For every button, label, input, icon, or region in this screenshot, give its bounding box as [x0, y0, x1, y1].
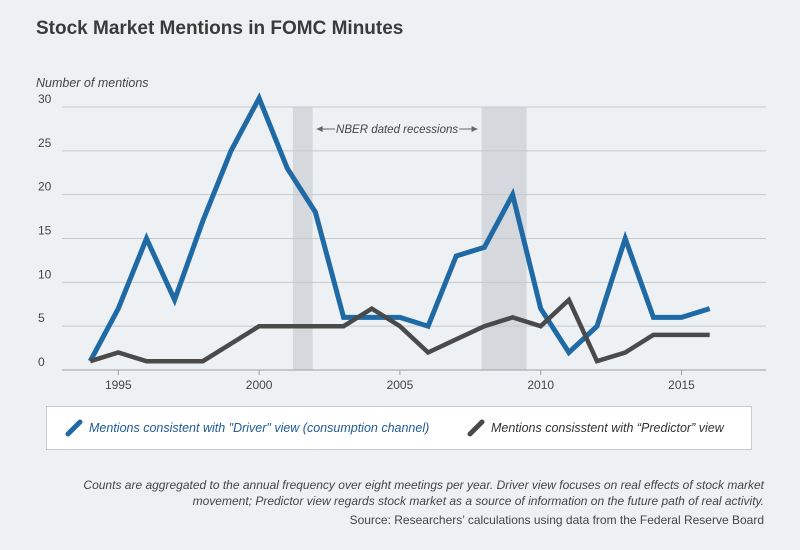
- legend: Mentions consistent with "Driver" view (…: [46, 406, 752, 450]
- legend-item-predictor: Mentions consisstent with “Predictor” vi…: [467, 407, 724, 449]
- annotation-arrowhead-right: [471, 126, 478, 132]
- x-tick-label: 2010: [527, 378, 554, 392]
- grid-lines: [62, 106, 766, 371]
- annotation-arrowhead-left: [316, 126, 323, 132]
- chart-notes: Counts are aggregated to the annual freq…: [83, 478, 764, 508]
- y-axis-label: Number of mentions: [36, 76, 149, 90]
- y-tick-label: 15: [38, 224, 52, 238]
- series-lines: [87, 92, 711, 364]
- legend-label-predictor: Mentions consisstent with “Predictor” vi…: [491, 421, 724, 435]
- legend-item-driver: Mentions consistent with "Driver" view (…: [65, 407, 429, 449]
- x-tick-label: 2005: [387, 378, 414, 392]
- legend-swatch-driver: [65, 419, 83, 437]
- y-tick-labels: 0 5 10 15 20 25 30: [38, 92, 52, 369]
- chart-plot: NBER dated recessions 0 5 10 15 20 25 30 1995 2…: [38, 92, 766, 392]
- y-tick-label: 5: [38, 311, 45, 325]
- x-tick-label: 2015: [668, 378, 695, 392]
- y-tick-label: 30: [38, 92, 52, 106]
- chart-source: Source: Researchers’ calculations using …: [349, 513, 764, 527]
- series-line-driver: [87, 92, 711, 363]
- y-tick-label: 0: [38, 355, 45, 369]
- x-tick-labels: 1995 2000 2005 2010 2015: [105, 370, 695, 392]
- recession-annotation: NBER dated recessions: [316, 124, 478, 136]
- y-tick-label: 20: [38, 180, 52, 194]
- legend-label-driver: Mentions consistent with "Driver" view (…: [89, 421, 430, 435]
- series-line-predictor: [89, 296, 710, 364]
- y-tick-label: 25: [38, 136, 52, 150]
- y-tick-label: 10: [38, 267, 52, 281]
- chart-title: Stock Market Mentions in FOMC Minutes: [36, 18, 404, 39]
- legend-swatch-predictor: [467, 419, 485, 437]
- recession-annotation-label: NBER dated recessions: [336, 124, 458, 136]
- x-tick-label: 1995: [105, 378, 132, 392]
- x-tick-label: 2000: [246, 378, 273, 392]
